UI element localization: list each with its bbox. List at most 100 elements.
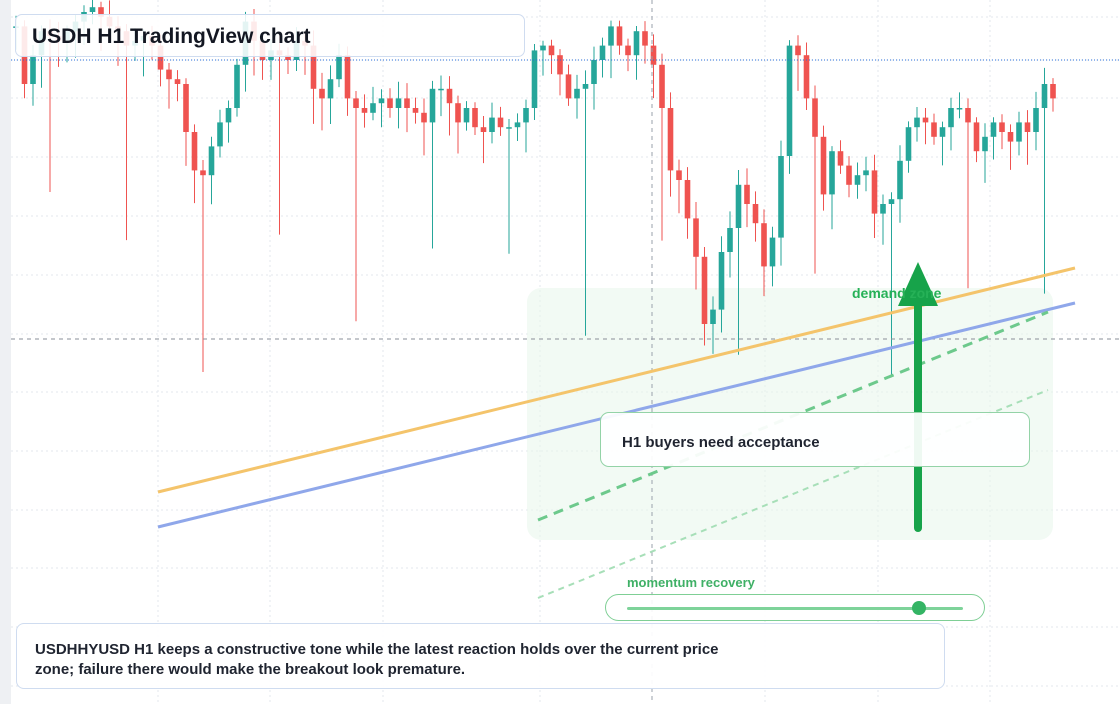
candle-body xyxy=(336,55,342,80)
channel-line-lower xyxy=(537,389,1049,599)
candle-body xyxy=(820,136,827,195)
candle-body xyxy=(378,98,385,104)
candle-body xyxy=(200,170,206,176)
candle-body xyxy=(812,98,818,137)
analysis-note-text: USDHHYUSD H1 keeps a constructive tone w… xyxy=(35,641,719,678)
candle-body xyxy=(531,50,538,108)
candle-body xyxy=(157,45,164,70)
candle-body xyxy=(633,31,640,56)
candle-body xyxy=(965,108,971,123)
candle-body xyxy=(30,55,36,84)
candle-body xyxy=(752,204,759,224)
candle-body xyxy=(905,127,912,161)
candle-body xyxy=(973,122,980,152)
candle-body xyxy=(727,228,733,252)
candle-body xyxy=(183,84,189,132)
candle-body xyxy=(1033,108,1039,132)
candle-body xyxy=(217,122,223,147)
candle-body xyxy=(455,103,461,123)
candle-body xyxy=(591,60,597,84)
candle-body xyxy=(922,117,929,123)
candle-body xyxy=(565,74,572,99)
candle-body xyxy=(514,122,521,128)
candle-body xyxy=(387,98,393,108)
momentum-thumb[interactable] xyxy=(912,601,927,615)
candle-body xyxy=(650,45,657,65)
candle-body xyxy=(837,151,844,166)
momentum-label: momentum recovery xyxy=(627,575,755,590)
left-edge-strip xyxy=(0,0,11,704)
candle-body xyxy=(761,223,767,267)
candle-body xyxy=(463,108,470,123)
candle-body xyxy=(956,108,963,110)
candle-body xyxy=(803,55,810,99)
candle-body xyxy=(548,45,555,56)
candle-body xyxy=(234,64,240,108)
candle-body xyxy=(557,55,563,75)
candle-body xyxy=(786,45,793,156)
callout-box: H1 buyers need acceptance xyxy=(600,412,1030,467)
candle-body xyxy=(897,160,903,200)
candle-body xyxy=(208,146,215,176)
candle-body xyxy=(523,108,529,123)
candle-body xyxy=(472,108,478,128)
candle-body xyxy=(599,45,606,60)
candle-body xyxy=(948,108,954,128)
chart-title-box: USDH H1 TradingView chart xyxy=(15,14,525,57)
candle-body xyxy=(370,103,376,113)
candle-body xyxy=(710,309,716,324)
candle-body xyxy=(1050,84,1056,99)
candle-body xyxy=(939,127,946,137)
candle-body xyxy=(880,204,886,214)
candle-body xyxy=(871,170,878,214)
candle-body xyxy=(676,170,682,180)
candle-body xyxy=(846,165,852,185)
candle-body xyxy=(744,184,750,204)
candle-body xyxy=(319,88,325,99)
candle-body xyxy=(684,180,691,219)
candle-body xyxy=(693,218,699,257)
candle-body xyxy=(327,79,334,99)
candle-body xyxy=(412,108,419,113)
candle-body xyxy=(616,26,623,46)
momentum-slider[interactable] xyxy=(605,594,985,621)
candle-body xyxy=(778,156,784,238)
candle-body xyxy=(642,31,648,46)
candle-body xyxy=(344,55,351,99)
candle-body xyxy=(395,98,402,108)
candle-body xyxy=(429,88,436,123)
candle-body xyxy=(999,122,1005,132)
candle-body xyxy=(225,108,232,123)
candle-body xyxy=(659,64,665,108)
candle-body xyxy=(582,84,589,89)
candle-body xyxy=(990,122,997,137)
candle-body xyxy=(735,184,742,228)
candle-body xyxy=(701,256,708,324)
callout-text: H1 buyers need acceptance xyxy=(622,434,820,451)
candle-body xyxy=(489,117,495,132)
candle-body xyxy=(608,26,614,46)
candle-body xyxy=(98,7,104,17)
candle-body xyxy=(438,88,444,91)
candle-body xyxy=(285,55,291,60)
demand-zone-label: demand zone xyxy=(852,285,942,301)
candle-body xyxy=(1024,122,1031,132)
momentum-track xyxy=(627,607,963,610)
candle-body xyxy=(863,170,869,176)
candle-body xyxy=(353,98,359,108)
candle-body xyxy=(1041,84,1048,108)
candle-body xyxy=(718,252,725,310)
candle-body xyxy=(191,132,198,171)
candle-body xyxy=(540,45,546,51)
candle-body xyxy=(166,69,172,80)
analysis-note: USDHHYUSD H1 keeps a constructive tone w… xyxy=(16,623,945,689)
candle-body xyxy=(480,127,487,132)
candle-body xyxy=(404,98,410,108)
candle-body xyxy=(506,127,512,129)
candle-body xyxy=(1016,122,1022,142)
candle-body xyxy=(795,45,801,56)
candle-body xyxy=(769,237,776,267)
candle-body xyxy=(174,79,181,84)
candle-body xyxy=(446,88,453,104)
candle-body xyxy=(667,108,674,171)
